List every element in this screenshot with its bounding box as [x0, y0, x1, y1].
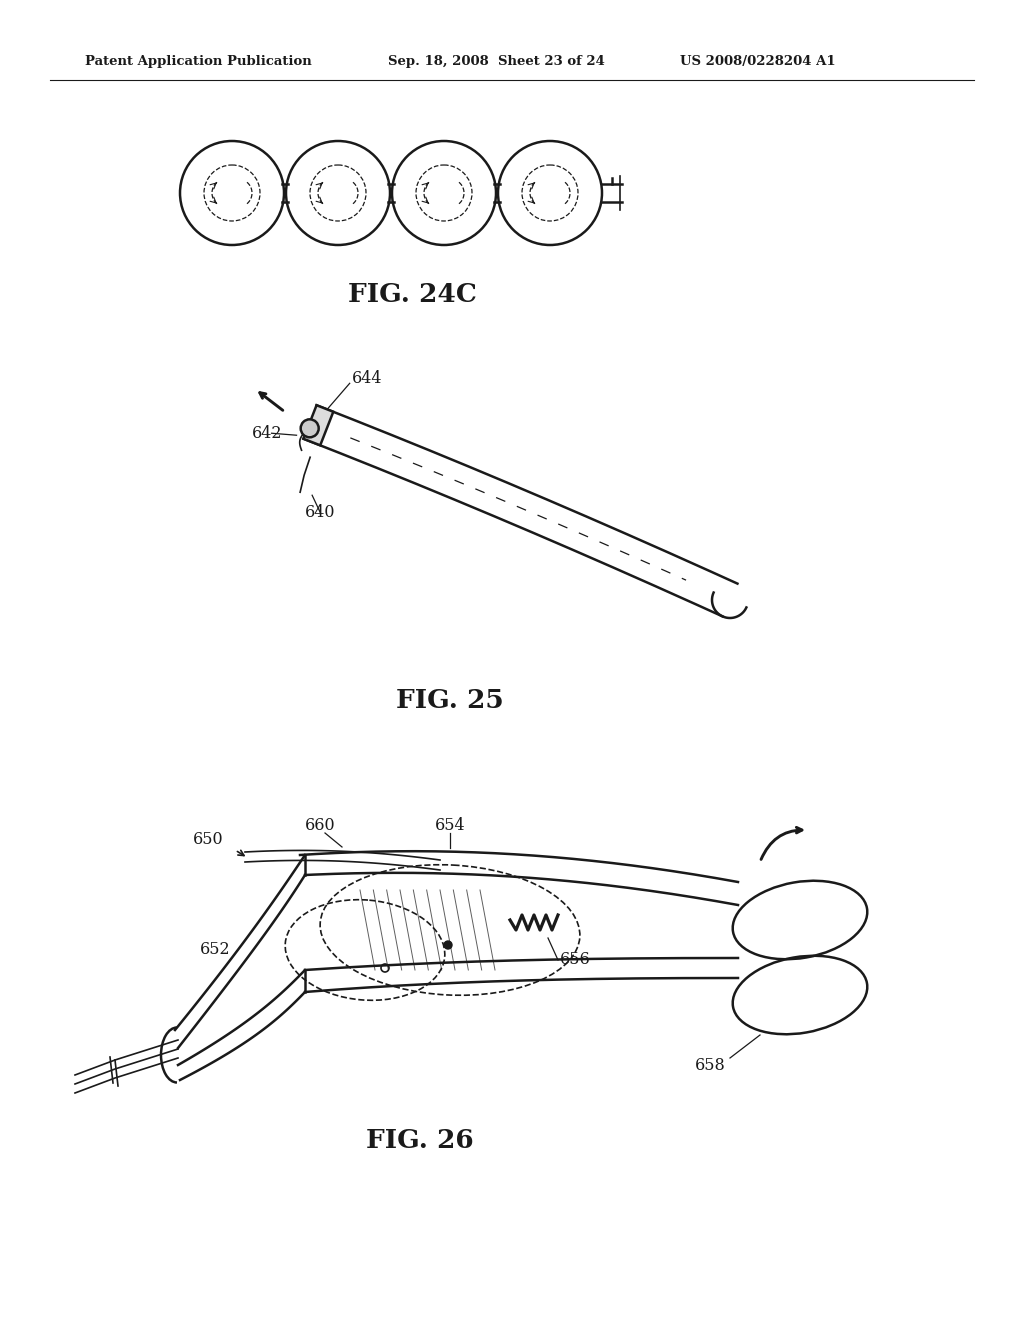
- Polygon shape: [303, 405, 333, 445]
- Text: Patent Application Publication: Patent Application Publication: [85, 55, 311, 69]
- Text: 658: 658: [694, 1056, 725, 1073]
- Text: FIG. 26: FIG. 26: [367, 1127, 474, 1152]
- Text: Sep. 18, 2008  Sheet 23 of 24: Sep. 18, 2008 Sheet 23 of 24: [388, 55, 605, 69]
- Text: 656: 656: [560, 952, 591, 969]
- Circle shape: [301, 420, 318, 437]
- Text: 654: 654: [434, 817, 465, 833]
- Text: 650: 650: [193, 832, 223, 849]
- Text: 640: 640: [305, 504, 336, 520]
- Text: 644: 644: [351, 370, 382, 387]
- Text: 652: 652: [200, 941, 230, 958]
- Text: FIG. 24C: FIG. 24C: [347, 282, 476, 308]
- Text: FIG. 25: FIG. 25: [396, 688, 504, 713]
- Text: 660: 660: [305, 817, 335, 833]
- Text: US 2008/0228204 A1: US 2008/0228204 A1: [680, 55, 836, 69]
- Text: 642: 642: [252, 425, 282, 442]
- Circle shape: [444, 941, 452, 949]
